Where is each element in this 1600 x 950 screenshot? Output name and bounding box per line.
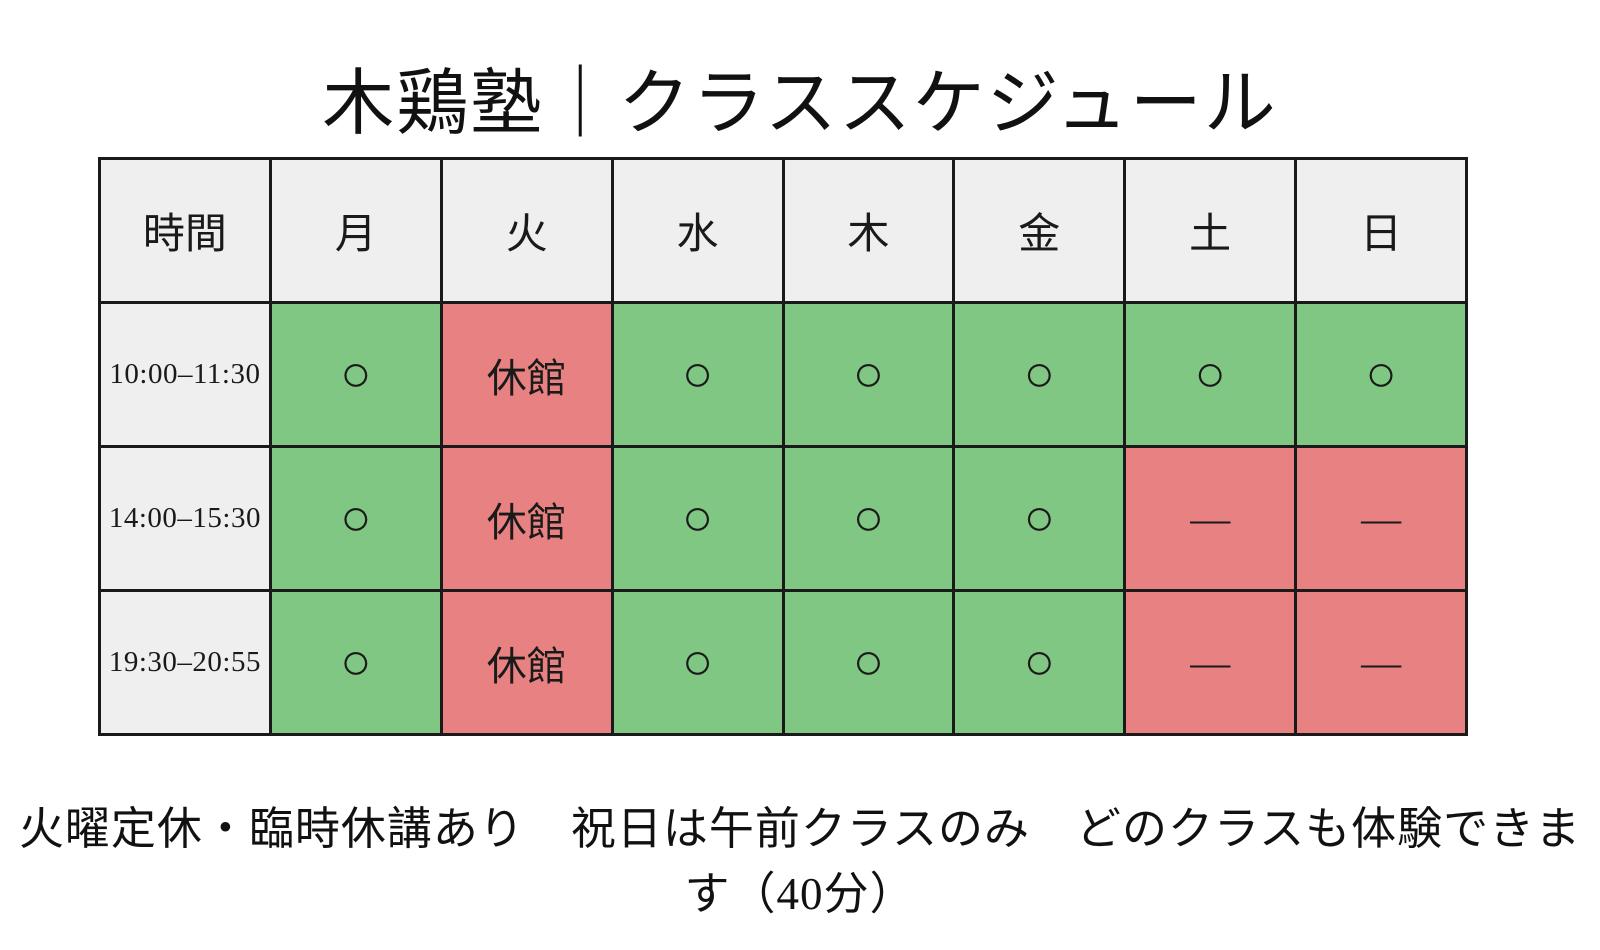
schedule-row: 10:00–11:30 ○ 休館 ○ ○ ○ ○ ○: [98, 301, 1468, 448]
time-cell: 14:00–15:30: [98, 445, 272, 592]
status-cell-none: —: [1294, 445, 1468, 592]
status-cell-closed: 休館: [439, 445, 614, 592]
day-header-cell: 火: [439, 157, 614, 304]
status-cell-closed: 休館: [439, 301, 614, 448]
time-cell: 10:00–11:30: [98, 301, 272, 448]
day-header-cell: 月: [268, 157, 443, 304]
status-cell-open: ○: [952, 589, 1127, 736]
status-cell-none: —: [1294, 589, 1468, 736]
day-header-cell: 土: [1123, 157, 1298, 304]
status-cell-none: —: [1123, 445, 1298, 592]
schedule-table-head: 時間月火水木金土日: [98, 157, 1468, 304]
status-cell-open: ○: [610, 301, 785, 448]
status-cell-none: —: [1123, 589, 1298, 736]
status-cell-open: ○: [781, 301, 956, 448]
status-cell-open: ○: [610, 445, 785, 592]
status-cell-open: ○: [952, 445, 1127, 592]
time-header-cell: 時間: [98, 157, 272, 304]
day-header-cell: 金: [952, 157, 1127, 304]
page-title: 木鶏塾｜クラススケジュール: [322, 64, 1278, 144]
footnote: 火曜定休・臨時休講あり 祝日は午前クラスのみ どのクラスも体験できます（40分）: [18, 804, 1582, 919]
day-header-cell: 日: [1294, 157, 1468, 304]
status-cell-open: ○: [781, 589, 956, 736]
status-cell-open: ○: [268, 589, 443, 736]
day-header-cell: 水: [610, 157, 785, 304]
schedule-row: 14:00–15:30 ○ 休館 ○ ○ ○ — —: [98, 445, 1468, 592]
status-cell-open: ○: [1123, 301, 1298, 448]
status-cell-open: ○: [952, 301, 1127, 448]
status-cell-open: ○: [610, 589, 785, 736]
status-cell-open: ○: [268, 445, 443, 592]
day-header-cell: 木: [781, 157, 956, 304]
time-cell: 19:30–20:55: [98, 589, 272, 736]
schedule-table: 時間月火水木金土日 10:00–11:30 ○ 休館 ○ ○ ○ ○ ○ 14:00–15:30…: [98, 157, 1468, 736]
status-cell-open: ○: [781, 445, 956, 592]
header-row: 時間月火水木金土日: [98, 157, 1468, 304]
status-cell-open: ○: [268, 301, 443, 448]
schedule-table-body: 10:00–11:30 ○ 休館 ○ ○ ○ ○ ○ 14:00–15:30 ○ 休館 ○ ○ ○ — —19…: [98, 301, 1468, 736]
schedule-row: 19:30–20:55 ○ 休館 ○ ○ ○ — —: [98, 589, 1468, 736]
status-cell-closed: 休館: [439, 589, 614, 736]
status-cell-open: ○: [1294, 301, 1468, 448]
